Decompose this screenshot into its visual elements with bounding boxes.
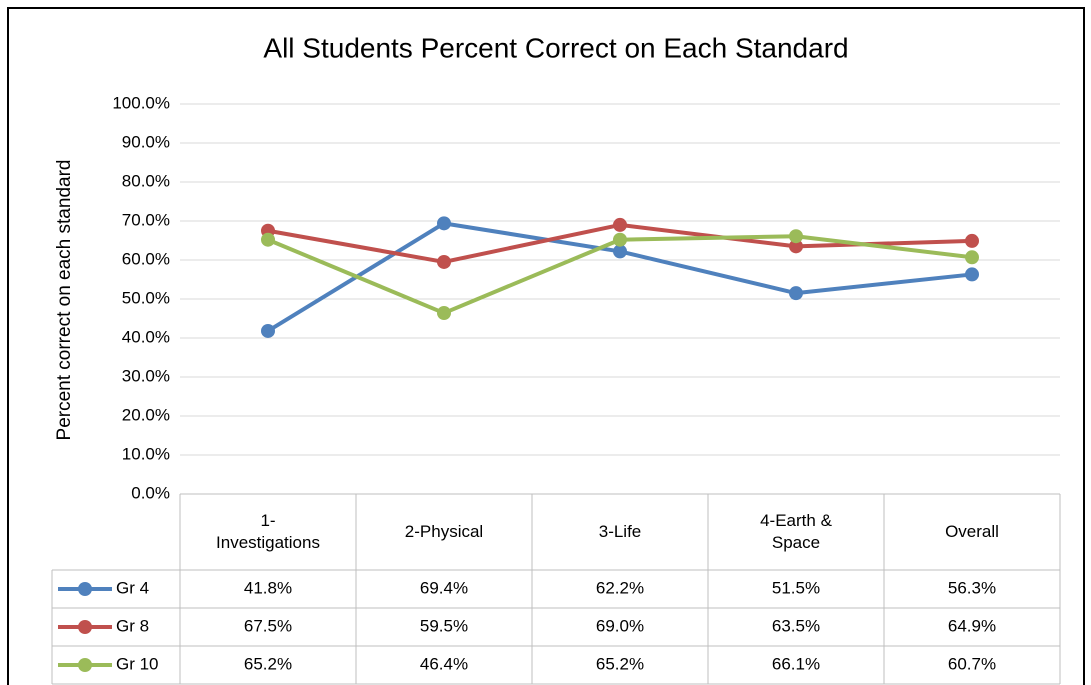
- x-tick-label: Overall: [945, 522, 999, 541]
- x-tick-label: 4-Earth & Space: [760, 511, 832, 552]
- table-value: 69.4%: [420, 578, 468, 597]
- table-value: 65.2%: [596, 654, 644, 673]
- x-tick-label-box: Overall: [945, 522, 999, 541]
- y-tick-label: 20.0%: [122, 405, 170, 424]
- table-value: 62.2%: [596, 578, 644, 597]
- table-value: 64.9%: [948, 616, 996, 635]
- marker: [613, 232, 627, 247]
- x-tick-label-box: 3-Life: [598, 522, 642, 541]
- x-tick-label-box: 2-Physical: [404, 522, 484, 541]
- marker: [437, 254, 451, 269]
- table-value: 51.5%: [772, 578, 820, 597]
- legend-label: Gr 8: [116, 616, 149, 635]
- x-tick-label-box: 4-Earth & Space: [760, 511, 832, 552]
- table-value: 59.5%: [420, 616, 468, 635]
- marker: [613, 217, 627, 232]
- marker: [437, 306, 451, 321]
- table-value: 69.0%: [596, 616, 644, 635]
- legend-marker: [78, 620, 92, 634]
- legend-marker: [78, 582, 92, 596]
- table-value: 66.1%: [772, 654, 820, 673]
- y-tick-label: 80.0%: [122, 171, 170, 190]
- y-tick-label: 70.0%: [122, 210, 170, 229]
- marker: [965, 267, 979, 282]
- x-tick-label: 1-Investigations: [216, 511, 320, 552]
- chart-title: All Students Percent Correct on Each Sta…: [263, 32, 848, 63]
- legend-label: Gr 10: [116, 654, 159, 673]
- table-value: 60.7%: [948, 654, 996, 673]
- legend-marker: [78, 658, 92, 672]
- marker: [789, 229, 803, 244]
- chart-border: [7, 7, 1085, 685]
- marker: [261, 232, 275, 247]
- marker: [261, 323, 275, 338]
- table-value: 63.5%: [772, 616, 820, 635]
- y-tick-label: 50.0%: [122, 288, 170, 307]
- marker: [613, 244, 627, 259]
- marker: [965, 233, 979, 248]
- y-tick-label: 30.0%: [122, 366, 170, 385]
- y-axis-label: Percent correct on each standard: [54, 160, 75, 441]
- y-tick-label: 10.0%: [122, 444, 170, 463]
- x-tick-label-box: 1-Investigations: [216, 511, 320, 552]
- legend-label: Gr 4: [116, 578, 149, 597]
- marker: [789, 239, 803, 254]
- table-value: 56.3%: [948, 578, 996, 597]
- y-tick-label: 100.0%: [112, 93, 170, 112]
- table-value: 65.2%: [244, 654, 292, 673]
- y-tick-label: 40.0%: [122, 327, 170, 346]
- marker: [789, 286, 803, 301]
- marker: [965, 250, 979, 265]
- table-value: 46.4%: [420, 654, 468, 673]
- marker: [437, 216, 451, 231]
- table-value: 41.8%: [244, 578, 292, 597]
- y-tick-label: 60.0%: [122, 249, 170, 268]
- x-tick-label: 3-Life: [598, 522, 642, 541]
- table-value: 67.5%: [244, 616, 292, 635]
- y-tick-label: 90.0%: [122, 132, 170, 151]
- x-tick-label: 2-Physical: [404, 522, 484, 541]
- y-tick-label: 0.0%: [131, 483, 170, 502]
